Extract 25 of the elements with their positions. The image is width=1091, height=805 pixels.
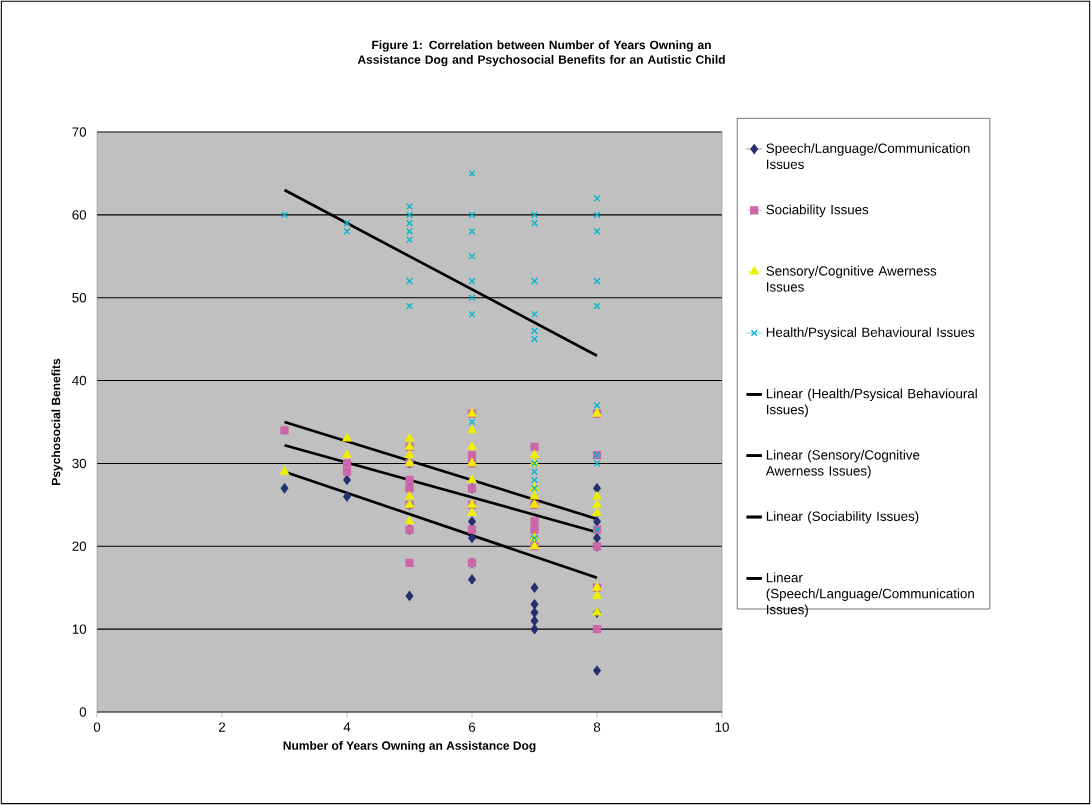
y-tick-label: 50 bbox=[72, 292, 87, 303]
x-tick-label: 0 bbox=[93, 722, 101, 732]
x-tick-label: 6 bbox=[468, 722, 476, 732]
legend-label: Sociability Issues bbox=[766, 204, 869, 217]
legend-label: Linear (Speech/Language/Communication Issues) bbox=[766, 572, 974, 617]
legend-label: Linear (Health/Psysical Behavioural Issues) bbox=[766, 388, 977, 417]
y-tick-label: 20 bbox=[72, 541, 87, 551]
chart-title: Figure 1: Correlation between Number of Years Owning an Assistance Dog and Psychosocial Benefits for an Autistic Child bbox=[357, 40, 725, 67]
x-tick-label: 10 bbox=[715, 722, 729, 732]
x-axis-title: Number of Years Owning an Assistance Dog bbox=[283, 740, 536, 753]
legend-label: Health/Psysical Behavioural Issues bbox=[766, 327, 975, 340]
x-tick-label: 8 bbox=[593, 722, 601, 732]
y-axis-title: Psychosocial Benefits bbox=[51, 358, 63, 485]
y-tick-label: 0 bbox=[79, 707, 87, 717]
y-tick-label: 60 bbox=[72, 210, 87, 220]
x-tick-label: 2 bbox=[218, 722, 226, 732]
legend-label: Speech/Language/Communication Issues bbox=[766, 143, 970, 169]
legend-label: Sensory/Cognitive Awerness Issues bbox=[766, 265, 937, 292]
legend-label: Linear (Sensory/Cognitive Awerness Issues) bbox=[765, 449, 920, 479]
y-tick-label: 70 bbox=[72, 127, 87, 137]
y-tick-label: 10 bbox=[72, 624, 87, 634]
legend-label: Linear (Sociability Issues) bbox=[766, 511, 919, 524]
y-tick-label: 40 bbox=[72, 375, 87, 386]
y-tick-label: 30 bbox=[72, 458, 87, 469]
x-tick-label: 4 bbox=[343, 722, 351, 732]
